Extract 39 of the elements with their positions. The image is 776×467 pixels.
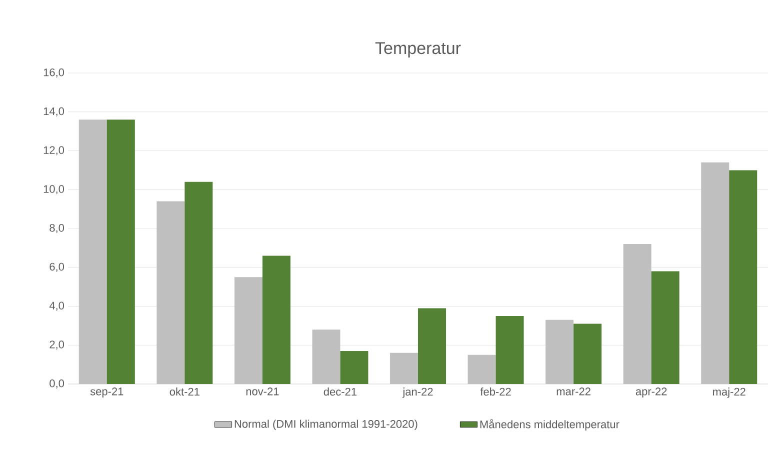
legend-label: Månedens middeltemperatur — [480, 419, 620, 430]
x-tick-label: okt-21 — [170, 388, 200, 396]
bar — [78, 120, 107, 384]
y-tick-label: 16,0 — [44, 68, 64, 78]
x-tick-label: mar-22 — [556, 388, 590, 396]
bar — [418, 308, 446, 384]
bar — [390, 352, 418, 384]
bar — [546, 320, 574, 384]
x-tick-label: maj-22 — [713, 388, 746, 398]
bar — [156, 201, 185, 384]
x-tick-label: sep-21 — [90, 388, 124, 398]
y-tick-label: 14,0 — [44, 107, 64, 116]
x-tick-label: nov-21 — [246, 388, 279, 396]
bar — [184, 182, 213, 384]
y-tick-label: 10,0 — [44, 185, 64, 194]
legend-label: Normal (DMI klimanormal 1991-2020) — [234, 420, 418, 430]
bar — [729, 170, 758, 384]
bar — [623, 244, 652, 384]
x-tick-label: feb-22 — [480, 388, 511, 396]
y-tick-label: 0,0 — [50, 379, 64, 389]
y-tick-label: 8,0 — [50, 224, 64, 234]
y-tick-label: 12,0 — [44, 146, 64, 156]
bar — [574, 324, 602, 384]
bar — [340, 350, 368, 384]
bar — [106, 120, 135, 384]
x-tick-label: dec-21 — [324, 388, 356, 396]
bar — [262, 256, 290, 384]
bar — [468, 354, 496, 384]
bar — [651, 271, 680, 384]
y-tick-label: 2,0 — [50, 340, 64, 350]
x-tick-label: apr-22 — [636, 388, 667, 398]
x-tick-label: jan-22 — [402, 388, 433, 398]
bar — [234, 277, 262, 384]
bar — [312, 330, 340, 384]
bar — [701, 162, 730, 384]
bar — [496, 316, 524, 384]
y-tick-label: 6,0 — [50, 262, 64, 272]
chart-title: Temperatur — [375, 42, 461, 58]
y-tick-label: 4,0 — [49, 302, 64, 311]
